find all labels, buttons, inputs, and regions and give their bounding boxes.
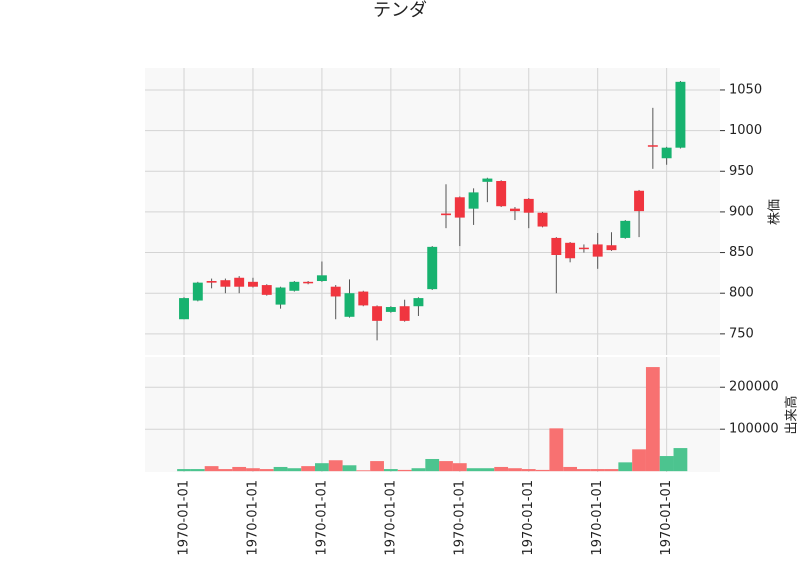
- candle-body: [647, 145, 658, 147]
- candle-body: [496, 181, 507, 207]
- candle-body: [675, 81, 686, 148]
- volume-bar: [370, 461, 384, 472]
- candle-body: [358, 291, 369, 306]
- candle-body: [606, 245, 617, 251]
- candle-body: [661, 147, 672, 159]
- candle-body: [385, 307, 396, 312]
- volume-bar: [466, 468, 481, 472]
- volume-bar: [590, 469, 605, 472]
- volume-bar: [645, 367, 660, 472]
- candle-body: [413, 298, 424, 307]
- volume-bar: [218, 469, 233, 472]
- candle-body: [441, 213, 451, 216]
- candle-body: [234, 277, 245, 287]
- candle-body: [468, 192, 479, 209]
- candle-body: [289, 281, 300, 291]
- x-tick-label: 1970-01-01: [383, 480, 398, 556]
- volume-bar: [452, 463, 467, 472]
- candle-body: [179, 298, 189, 320]
- candle-body: [592, 244, 603, 257]
- candle-body: [565, 242, 576, 259]
- candle-body: [372, 306, 383, 321]
- candle-body: [248, 281, 258, 287]
- candle-body: [634, 190, 645, 212]
- volume-bar: [190, 469, 205, 472]
- candle-body: [509, 208, 520, 212]
- volume-tick-label: 100000: [729, 422, 779, 437]
- candle-body: [578, 247, 589, 250]
- candle-body: [620, 220, 631, 238]
- volume-bar: [301, 466, 316, 472]
- y-tick-label: 950: [729, 164, 754, 179]
- x-tick-label: 1970-01-01: [452, 480, 467, 556]
- volume-bar: [328, 460, 343, 472]
- volume-bar: [673, 448, 688, 472]
- volume-bar: [177, 469, 191, 472]
- volume-bar: [356, 470, 371, 472]
- volume-bar: [439, 461, 453, 472]
- y-tick-label: 800: [729, 286, 754, 301]
- candle-body: [454, 197, 465, 218]
- x-tick-label: 1970-01-01: [177, 480, 192, 556]
- volume-bar: [632, 449, 646, 472]
- candle-body: [399, 306, 410, 321]
- y-tick-label: 1050: [729, 82, 762, 97]
- x-tick-label: 1970-01-01: [659, 480, 674, 556]
- volume-bar: [425, 458, 440, 472]
- candle-body: [523, 198, 534, 213]
- candle-body: [220, 280, 231, 287]
- volume-axis-label: 出来高: [784, 395, 800, 434]
- volume-bar: [659, 456, 674, 472]
- volume-tick-label: 200000: [729, 380, 779, 395]
- volume-bar: [535, 469, 550, 472]
- x-tick-label: 1970-01-01: [245, 480, 260, 556]
- volume-bar: [604, 469, 619, 472]
- volume-bar: [411, 468, 426, 472]
- volume-bar: [521, 469, 536, 472]
- candle-body: [303, 281, 314, 284]
- volume-bar: [315, 463, 329, 472]
- candle-body: [192, 282, 203, 301]
- candle-body: [206, 281, 217, 283]
- volume-bar: [563, 466, 578, 472]
- y-tick-label: 850: [729, 245, 754, 260]
- volume-bar: [232, 466, 247, 472]
- volume-bar: [273, 466, 288, 472]
- volume-bar: [494, 466, 509, 472]
- volume-bar: [342, 465, 357, 472]
- x-tick-label: 1970-01-01: [590, 480, 605, 556]
- chart-title: テンダ: [373, 0, 427, 21]
- candle-body: [261, 285, 272, 295]
- candle-body: [551, 237, 562, 255]
- volume-bar: [480, 468, 495, 472]
- volume-bar: [383, 469, 398, 472]
- candle-body: [427, 246, 438, 290]
- volume-bar: [397, 469, 412, 472]
- volume-bar: [287, 468, 302, 472]
- candle-body: [344, 293, 355, 317]
- volume-bar: [246, 468, 260, 472]
- x-tick-label: 1970-01-01: [314, 480, 329, 556]
- candle-body: [482, 178, 493, 182]
- volume-bar: [549, 428, 564, 472]
- candle-body: [316, 275, 327, 282]
- y-tick-label: 1000: [729, 123, 762, 138]
- y-tick-label: 750: [729, 326, 754, 341]
- y-axis-label: 株価: [768, 199, 783, 225]
- volume-bar: [577, 469, 591, 472]
- volume-bar: [259, 469, 274, 472]
- volume-bar: [508, 468, 522, 472]
- candle-body: [537, 212, 548, 227]
- volume-bar: [204, 466, 219, 472]
- y-tick-label: 900: [729, 204, 754, 219]
- x-tick-label: 1970-01-01: [521, 480, 536, 556]
- candle-body: [275, 287, 286, 305]
- volume-bar: [618, 462, 633, 472]
- candle-body: [330, 286, 341, 297]
- volume-panel: [145, 357, 720, 472]
